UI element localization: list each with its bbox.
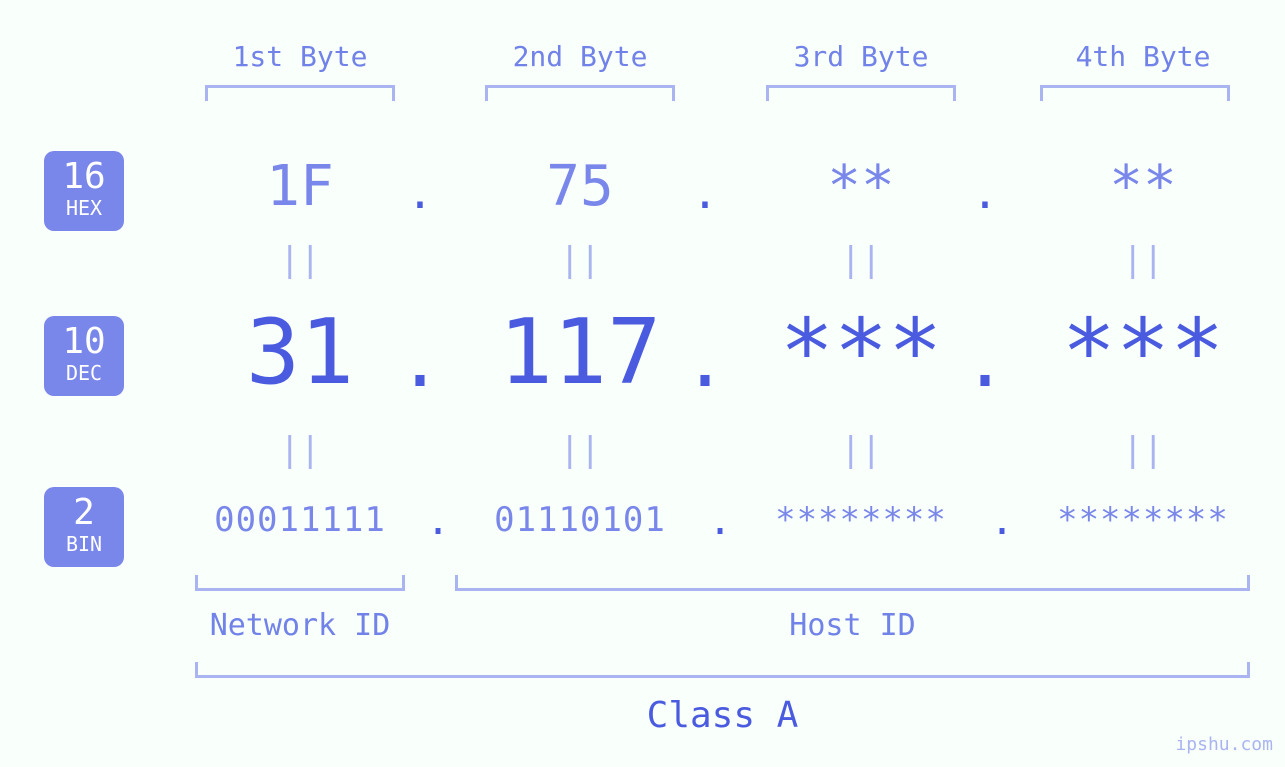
badge-hex: 16 HEX <box>44 151 124 231</box>
bin-byte-1: 00011111 <box>175 500 425 540</box>
hex-dot-2: . <box>675 168 735 219</box>
watermark: ipshu.com <box>1175 734 1273 755</box>
byte-label-3: 3rd Byte <box>736 40 986 73</box>
dec-byte-3: *** <box>736 300 986 405</box>
top-bracket-4 <box>1040 85 1230 101</box>
eq-dec-bin-4: || <box>1018 430 1268 470</box>
hex-byte-1: 1F <box>175 154 425 219</box>
eq-dec-bin-3: || <box>736 430 986 470</box>
eq-hex-dec-3: || <box>736 240 986 280</box>
class-label: Class A <box>195 695 1250 736</box>
byte-label-2: 2nd Byte <box>455 40 705 73</box>
eq-dec-bin-2: || <box>455 430 705 470</box>
bin-byte-3: ******** <box>736 500 986 540</box>
network-bracket <box>195 575 405 591</box>
ip-diagram: 1st Byte 2nd Byte 3rd Byte 4th Byte 16 H… <box>0 0 1285 767</box>
dec-dot-1: . <box>390 318 450 404</box>
byte-label-4: 4th Byte <box>1018 40 1268 73</box>
hex-dot-1: . <box>390 168 450 219</box>
eq-hex-dec-2: || <box>455 240 705 280</box>
host-id-label: Host ID <box>455 608 1250 643</box>
badge-dec-name: DEC <box>44 360 124 386</box>
badge-hex-name: HEX <box>44 195 124 221</box>
class-bracket <box>195 662 1250 678</box>
badge-bin-name: BIN <box>44 531 124 557</box>
bin-byte-2: 01110101 <box>455 500 705 540</box>
dec-dot-2: . <box>675 318 735 404</box>
top-bracket-1 <box>205 85 395 101</box>
badge-dec-num: 10 <box>44 324 124 360</box>
dec-byte-4: *** <box>1018 300 1268 405</box>
dec-byte-1: 31 <box>175 300 425 405</box>
top-bracket-3 <box>766 85 956 101</box>
hex-byte-2: 75 <box>455 154 705 219</box>
eq-hex-dec-1: || <box>175 240 425 280</box>
badge-dec: 10 DEC <box>44 316 124 396</box>
badge-bin: 2 BIN <box>44 487 124 567</box>
bin-dot-1: . <box>418 498 458 544</box>
badge-hex-num: 16 <box>44 159 124 195</box>
dec-dot-3: . <box>955 318 1015 404</box>
top-bracket-2 <box>485 85 675 101</box>
host-bracket <box>455 575 1250 591</box>
badge-bin-num: 2 <box>44 495 124 531</box>
hex-dot-3: . <box>955 168 1015 219</box>
eq-dec-bin-1: || <box>175 430 425 470</box>
bin-dot-2: . <box>700 498 740 544</box>
eq-hex-dec-4: || <box>1018 240 1268 280</box>
hex-byte-4: ** <box>1018 154 1268 219</box>
hex-byte-3: ** <box>736 154 986 219</box>
bin-dot-3: . <box>982 498 1022 544</box>
bin-byte-4: ******** <box>1018 500 1268 540</box>
byte-label-1: 1st Byte <box>175 40 425 73</box>
network-id-label: Network ID <box>175 608 425 643</box>
dec-byte-2: 117 <box>455 300 705 405</box>
